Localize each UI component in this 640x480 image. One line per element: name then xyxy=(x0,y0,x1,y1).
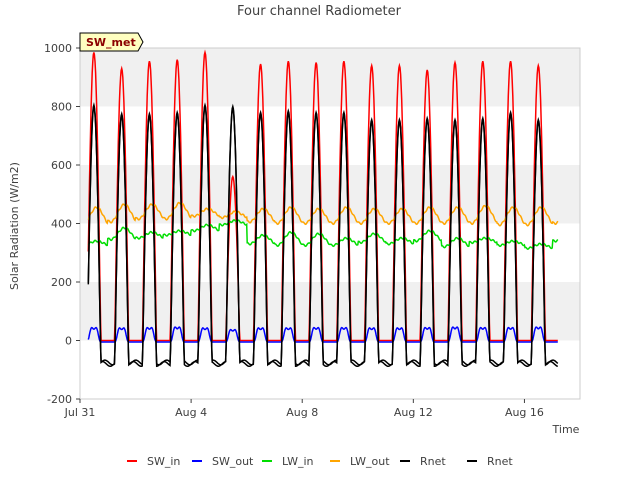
y-tick-label: 0 xyxy=(65,335,72,348)
y-tick-label: 200 xyxy=(51,276,72,289)
x-tick-label: Aug 4 xyxy=(175,406,207,419)
legend-label: SW_in xyxy=(147,455,180,468)
site-badge-label: SW_met xyxy=(86,36,136,49)
x-tick-label: Aug 16 xyxy=(505,406,544,419)
legend-label: LW_out xyxy=(350,455,390,468)
legend-label: Rnet xyxy=(487,455,513,468)
legend-label: Rnet xyxy=(420,455,446,468)
y-axis: -200 0 200 400 600 800 1000 xyxy=(44,42,80,406)
x-axis: Jul 31 Aug 4 Aug 8 Aug 12 Aug 16 xyxy=(64,399,544,419)
y-axis-label: Solar Radiation (W/m2) xyxy=(8,162,21,290)
legend-label: LW_in xyxy=(282,455,314,468)
legend-label: SW_out xyxy=(212,455,254,468)
y-tick-label: 600 xyxy=(51,159,72,172)
grid-band xyxy=(80,48,580,107)
x-axis-label: Time xyxy=(552,423,580,436)
grid-band xyxy=(80,165,580,224)
y-tick-label: -200 xyxy=(47,393,72,406)
legend: SW_in SW_out LW_in LW_out Rnet Rnet xyxy=(127,455,513,468)
grid-band xyxy=(80,282,580,341)
y-tick-label: 1000 xyxy=(44,42,72,55)
site-badge-shape xyxy=(79,32,144,52)
y-tick-label: 800 xyxy=(51,101,72,114)
x-tick-label: Aug 8 xyxy=(286,406,318,419)
site-badge: SW_met xyxy=(79,32,144,52)
y-tick-label: 400 xyxy=(51,218,72,231)
x-tick-label: Jul 31 xyxy=(64,406,96,419)
x-tick-label: Aug 12 xyxy=(394,406,433,419)
series-line-lw-in xyxy=(87,219,559,251)
chart-title: Four channel Radiometer xyxy=(237,4,402,19)
series-layer xyxy=(87,49,559,368)
series-line-rnet xyxy=(87,103,558,368)
